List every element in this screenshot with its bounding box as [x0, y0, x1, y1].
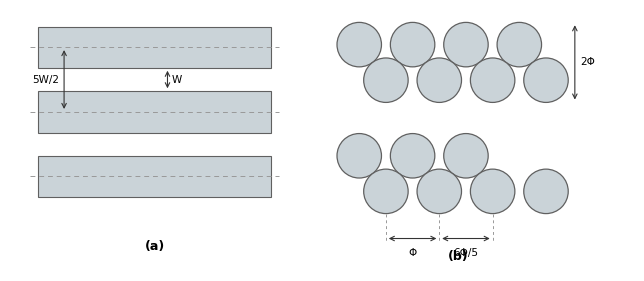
- FancyBboxPatch shape: [38, 91, 271, 133]
- Circle shape: [337, 22, 381, 67]
- Circle shape: [364, 58, 408, 103]
- Text: 6Φ/5: 6Φ/5: [453, 248, 478, 258]
- Circle shape: [337, 133, 381, 178]
- Circle shape: [390, 133, 435, 178]
- Circle shape: [417, 169, 462, 214]
- Text: 2Φ: 2Φ: [580, 57, 595, 67]
- Circle shape: [524, 169, 568, 214]
- Circle shape: [444, 133, 488, 178]
- Circle shape: [470, 58, 515, 103]
- Circle shape: [417, 58, 462, 103]
- FancyBboxPatch shape: [38, 156, 271, 197]
- Text: W: W: [172, 74, 182, 85]
- Text: (b): (b): [448, 250, 469, 263]
- Text: 5W/2: 5W/2: [32, 74, 59, 85]
- Circle shape: [390, 22, 435, 67]
- Circle shape: [524, 58, 568, 103]
- Circle shape: [497, 22, 542, 67]
- FancyBboxPatch shape: [38, 26, 271, 68]
- Circle shape: [470, 169, 515, 214]
- Text: Φ: Φ: [408, 248, 417, 258]
- Circle shape: [364, 169, 408, 214]
- Circle shape: [444, 22, 488, 67]
- Text: (a): (a): [144, 240, 165, 253]
